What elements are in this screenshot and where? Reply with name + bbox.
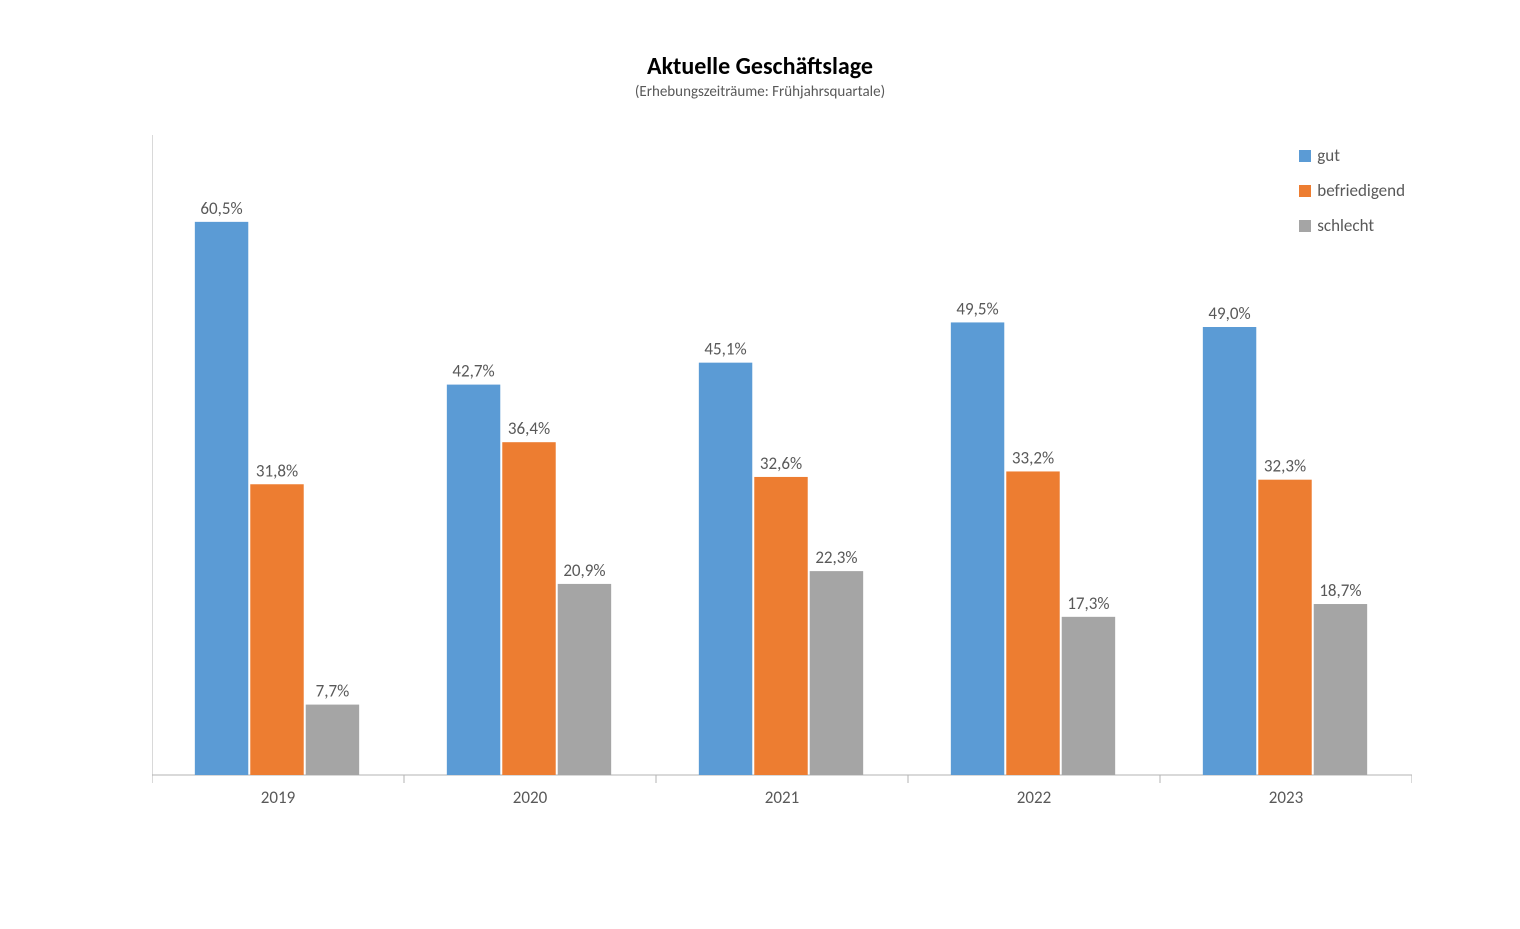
chart-header: Aktuelle Geschäftslage (Erhebungszeiträu… bbox=[0, 52, 1520, 101]
chart-container: Aktuelle Geschäftslage (Erhebungszeiträu… bbox=[0, 0, 1520, 929]
x-tick-label: 2020 bbox=[513, 787, 548, 808]
bar-schlecht bbox=[558, 584, 611, 775]
bar-befriedigend bbox=[250, 484, 303, 775]
bar-gut bbox=[447, 385, 500, 775]
bar-schlecht bbox=[306, 705, 359, 775]
chart-title: Aktuelle Geschäftslage bbox=[0, 52, 1520, 81]
data-label: 42,7% bbox=[452, 361, 494, 382]
bar-gut bbox=[951, 322, 1004, 775]
x-tick-label: 2022 bbox=[1017, 787, 1051, 808]
data-label: 31,8% bbox=[256, 460, 298, 481]
x-tick-label: 2019 bbox=[261, 787, 296, 808]
chart-plot: 0,0%10,0%20,0%30,0%40,0%50,0%60,0%70,0%2… bbox=[152, 135, 1412, 815]
data-label: 18,7% bbox=[1319, 580, 1361, 601]
data-label: 32,6% bbox=[760, 453, 802, 474]
data-label: 45,1% bbox=[704, 339, 746, 360]
bar-gut bbox=[195, 222, 248, 775]
data-label: 22,3% bbox=[815, 547, 857, 568]
bar-befriedigend bbox=[1258, 480, 1311, 775]
bar-gut bbox=[1203, 327, 1256, 775]
chart-subtitle: (Erhebungszeiträume: Frühjahrsquartale) bbox=[0, 83, 1520, 101]
bar-befriedigend bbox=[502, 442, 555, 775]
bar-schlecht bbox=[1062, 617, 1115, 775]
data-label: 32,3% bbox=[1264, 456, 1306, 477]
bar-gut bbox=[699, 363, 752, 775]
data-label: 49,0% bbox=[1208, 303, 1250, 324]
bar-schlecht bbox=[1314, 604, 1367, 775]
data-label: 33,2% bbox=[1012, 447, 1054, 468]
data-label: 17,3% bbox=[1067, 593, 1109, 614]
bar-schlecht bbox=[810, 571, 863, 775]
bar-befriedigend bbox=[754, 477, 807, 775]
x-tick-label: 2023 bbox=[1269, 787, 1303, 808]
data-label: 49,5% bbox=[956, 298, 998, 319]
data-label: 7,7% bbox=[316, 681, 350, 702]
data-label: 36,4% bbox=[508, 418, 550, 439]
data-label: 20,9% bbox=[563, 560, 605, 581]
bar-befriedigend bbox=[1006, 471, 1059, 775]
x-tick-label: 2021 bbox=[765, 787, 799, 808]
data-label: 60,5% bbox=[200, 198, 242, 219]
